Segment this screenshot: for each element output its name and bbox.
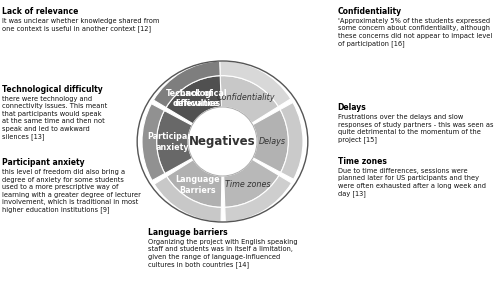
Wedge shape — [166, 76, 222, 124]
Text: Confidentiality: Confidentiality — [338, 7, 402, 16]
Text: Organizing the project with English speaking
staff and students was in itself a : Organizing the project with English spea… — [148, 239, 297, 268]
Text: Time zones: Time zones — [225, 180, 270, 189]
Text: Confidentiality: Confidentiality — [217, 93, 276, 102]
Text: Lack of
relevance: Lack of relevance — [174, 89, 218, 108]
Wedge shape — [225, 175, 292, 222]
Text: Frustrations over the delays and slow
responses of study partners - this was see: Frustrations over the delays and slow re… — [338, 114, 493, 143]
Wedge shape — [154, 176, 222, 222]
Text: Technological
difficulties: Technological difficulties — [166, 89, 228, 108]
Text: Time zones: Time zones — [338, 157, 386, 166]
Text: Delays: Delays — [338, 103, 366, 112]
Text: Participant anxiety: Participant anxiety — [2, 158, 85, 168]
Text: Due to time differences, sessions were
planned later for US participants and the: Due to time differences, sessions were p… — [338, 168, 486, 197]
Circle shape — [188, 107, 257, 176]
Text: Negatives: Negatives — [189, 135, 256, 148]
Wedge shape — [156, 111, 192, 173]
Text: Language barriers: Language barriers — [148, 228, 227, 237]
Wedge shape — [220, 61, 291, 107]
Wedge shape — [166, 76, 220, 123]
Wedge shape — [220, 76, 278, 123]
Text: Language
Barriers: Language Barriers — [176, 175, 220, 195]
Text: Participant
anxiety: Participant anxiety — [148, 132, 198, 152]
Text: Delays: Delays — [259, 137, 286, 145]
Wedge shape — [280, 102, 303, 179]
Text: this level of freedom did also bring a
degree of anxiety for some students
used : this level of freedom did also bring a d… — [2, 169, 141, 213]
Text: Technological difficulty: Technological difficulty — [2, 85, 103, 94]
Wedge shape — [252, 110, 288, 172]
Text: It was unclear whether knowledge shared from
one context is useful in another co: It was unclear whether knowledge shared … — [2, 18, 160, 32]
Text: there were technology and
connectivity issues. This meant
that participants woul: there were technology and connectivity i… — [2, 96, 108, 140]
Wedge shape — [154, 61, 217, 107]
Wedge shape — [154, 61, 220, 108]
Wedge shape — [166, 160, 222, 207]
Wedge shape — [224, 159, 279, 207]
Wedge shape — [142, 104, 165, 181]
Text: Lack of relevance: Lack of relevance — [2, 7, 79, 16]
Text: 'Approximately 5% of the students expressed
some concern about confidentiality, : 'Approximately 5% of the students expres… — [338, 18, 492, 47]
